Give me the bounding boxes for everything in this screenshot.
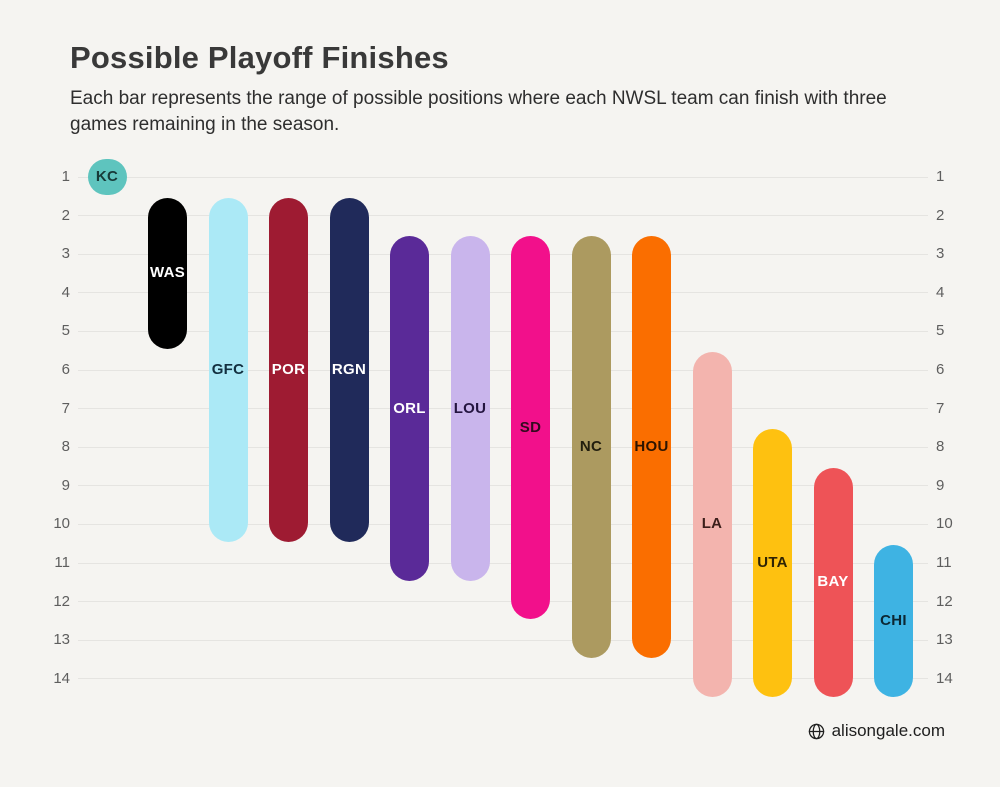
team-bar-kc: KC <box>87 159 127 195</box>
team-bar-gfc: GFC <box>208 197 248 543</box>
team-bar-label-chi: CHI <box>880 611 907 629</box>
team-bar-orl: ORL <box>390 236 429 581</box>
gridline-11 <box>78 562 928 564</box>
team-bar-label-por: POR <box>271 360 306 378</box>
team-bar-label-la: LA <box>701 515 723 533</box>
y-tick-left-4: 4 <box>61 283 70 301</box>
team-bar-sd: SD <box>511 236 550 620</box>
y-tick-right-13: 13 <box>936 631 953 649</box>
team-bar-bay: BAY <box>813 468 853 697</box>
y-tick-right-9: 9 <box>936 476 945 494</box>
y-tick-left-11: 11 <box>54 554 70 571</box>
y-tick-left-6: 6 <box>61 361 70 378</box>
team-bar-label-kc: KC <box>95 167 119 185</box>
y-tick-left-8: 8 <box>61 438 70 456</box>
gridline-6 <box>78 369 928 371</box>
gridline-13 <box>78 639 928 641</box>
team-bar-label-hou: HOU <box>634 438 669 456</box>
team-bar-was: WAS <box>148 197 187 350</box>
y-tick-right-5: 5 <box>936 322 945 340</box>
team-bar-label-rgn: RGN <box>331 360 367 378</box>
gridline-3 <box>78 253 928 255</box>
y-tick-left-5: 5 <box>61 322 70 340</box>
gridline-14 <box>78 678 928 680</box>
y-tick-right-1: 1 <box>936 168 945 185</box>
y-tick-right-7: 7 <box>936 399 945 417</box>
y-tick-right-10: 10 <box>936 515 953 533</box>
y-tick-right-14: 14 <box>936 669 953 687</box>
y-tick-left-3: 3 <box>61 245 70 263</box>
y-tick-right-12: 12 <box>936 592 953 610</box>
team-bar-lou: LOU <box>450 236 490 581</box>
y-tick-left-2: 2 <box>61 206 70 224</box>
gridline-5 <box>78 330 928 332</box>
team-bar-chi: CHI <box>874 545 913 697</box>
credit-text: alisongale.com <box>831 721 945 740</box>
y-tick-left-1: 1 <box>61 168 70 185</box>
gridline-10 <box>78 523 928 525</box>
y-tick-right-2: 2 <box>936 206 945 224</box>
team-bar-label-uta: UTA <box>757 553 788 571</box>
gridline-1 <box>78 176 928 178</box>
team-bar-label-orl: ORL <box>393 399 426 417</box>
team-bar-la: LA <box>692 352 732 697</box>
y-tick-left-14: 14 <box>53 669 70 687</box>
team-bar-label-gfc: GFC <box>211 360 245 378</box>
team-bar-uta: UTA <box>753 429 792 697</box>
team-bar-hou: HOU <box>632 236 671 658</box>
team-bar-label-lou: LOU <box>453 399 487 417</box>
gridline-12 <box>78 601 928 603</box>
gridline-8 <box>78 446 928 448</box>
globe-icon <box>808 723 825 740</box>
y-tick-right-4: 4 <box>936 283 945 301</box>
y-tick-left-9: 9 <box>61 476 70 494</box>
chart-footer: alisongale.com <box>808 721 945 741</box>
team-bar-label-sd: SD <box>519 418 542 436</box>
y-tick-right-11: 11 <box>936 554 952 571</box>
gridline-7 <box>78 408 928 410</box>
y-tick-left-7: 7 <box>61 399 70 417</box>
team-bar-label-bay: BAY <box>817 573 849 591</box>
chart-title: Possible Playoff Finishes <box>70 40 449 75</box>
y-tick-right-8: 8 <box>936 438 945 456</box>
team-bar-nc: NC <box>571 236 611 658</box>
y-tick-left-12: 12 <box>53 592 70 610</box>
gridline-4 <box>78 292 928 294</box>
team-bar-por: POR <box>269 197 308 543</box>
team-bar-rgn: RGN <box>329 197 369 543</box>
y-tick-left-13: 13 <box>53 631 70 649</box>
gridline-2 <box>78 215 928 217</box>
gridline-9 <box>78 485 928 487</box>
team-bar-label-was: WAS <box>149 264 186 282</box>
team-bar-label-nc: NC <box>579 438 603 456</box>
y-tick-right-6: 6 <box>936 361 945 378</box>
y-tick-left-10: 10 <box>53 515 70 533</box>
chart-subtitle: Each bar represents the range of possibl… <box>70 88 887 135</box>
y-tick-right-3: 3 <box>936 245 945 263</box>
